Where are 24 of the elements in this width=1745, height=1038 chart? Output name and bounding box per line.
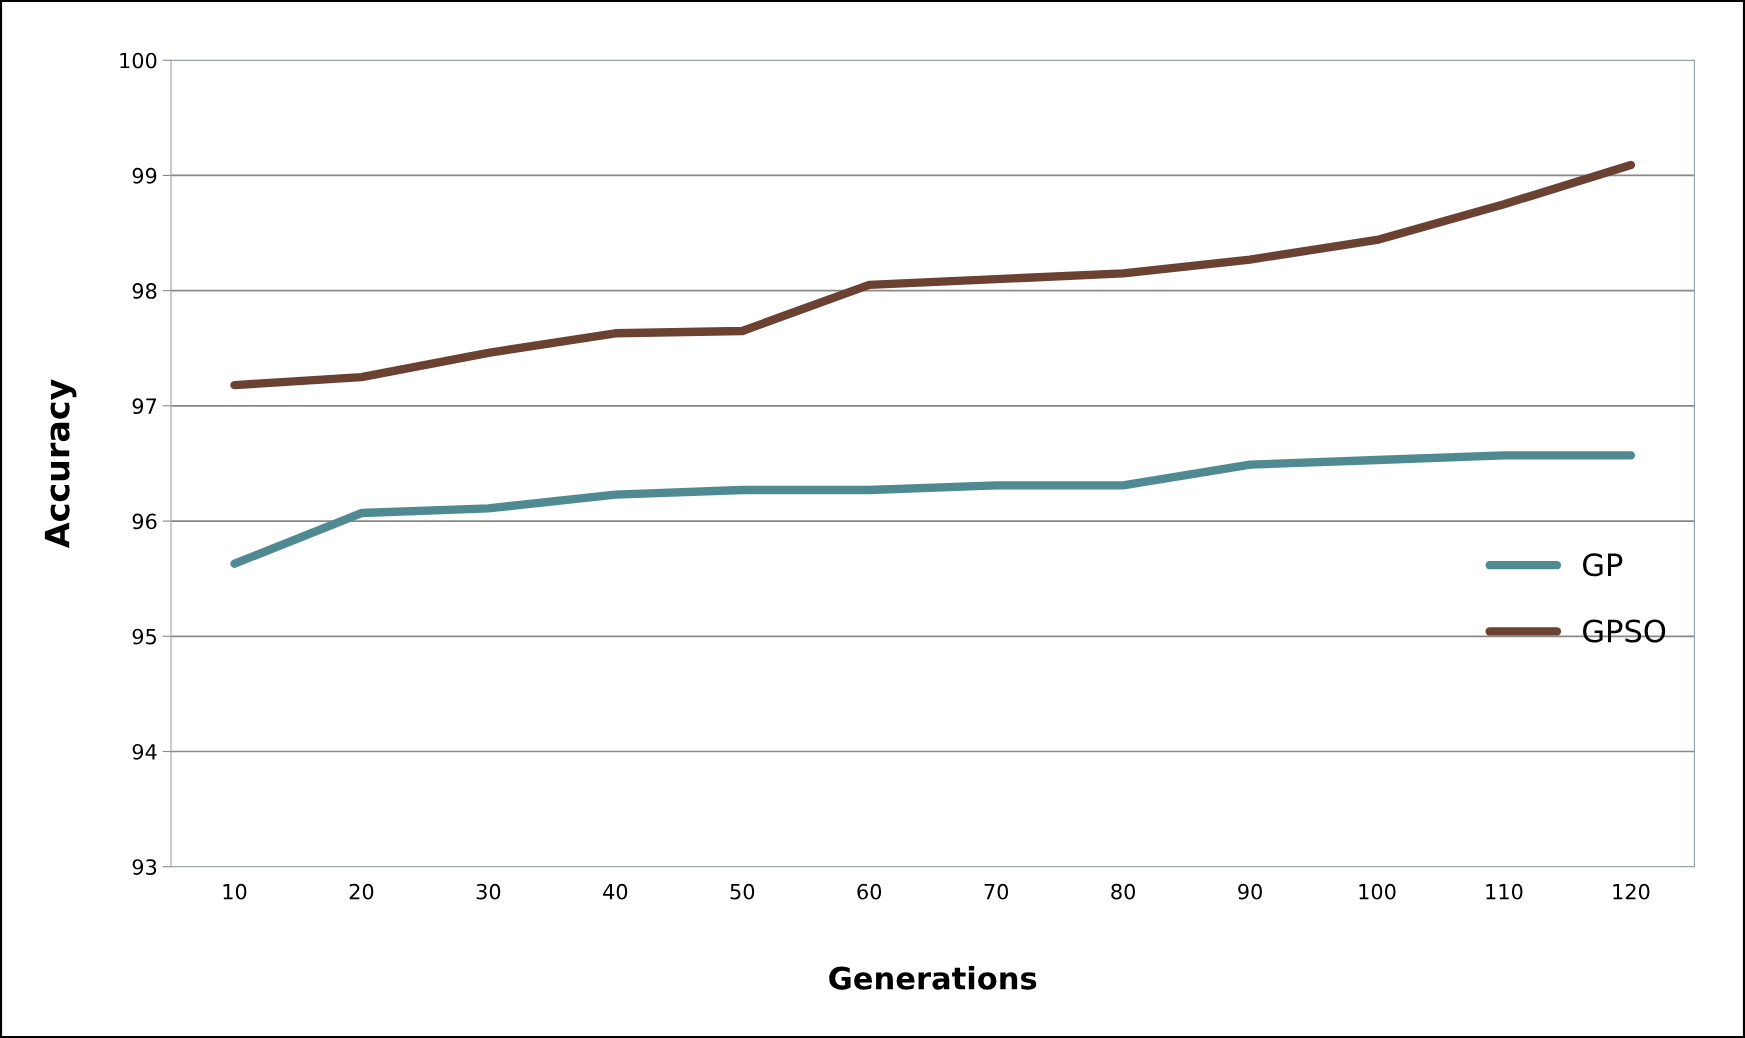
x-tick-label: 90 xyxy=(1238,883,1262,900)
x-tick-label: 100 xyxy=(1359,883,1396,900)
x-tick-label: 10 xyxy=(223,883,247,900)
x-axis-title: Generations xyxy=(829,966,1037,990)
y-tick-label: 99 xyxy=(132,167,157,184)
x-tick-label: 50 xyxy=(730,883,755,900)
x-tick-label: 40 xyxy=(603,883,628,900)
y-tick-label: 93 xyxy=(132,859,157,875)
y-tick-label: 98 xyxy=(132,283,157,299)
y-tick-label: 94 xyxy=(132,743,157,760)
legend-label: GPSO xyxy=(1583,619,1666,643)
x-tick-label: 20 xyxy=(349,883,374,900)
x-tick-label: 60 xyxy=(857,883,882,900)
legend-label: GP xyxy=(1583,553,1623,577)
y-tick-label: 100 xyxy=(120,52,157,69)
y-axis-title: Accuracy xyxy=(44,379,77,549)
y-tick-label: 95 xyxy=(132,628,156,645)
y-tick-label: 97 xyxy=(132,398,157,415)
x-tick-label: 80 xyxy=(1111,883,1135,900)
x-tick-label: 70 xyxy=(984,883,1009,900)
x-tick-label: 120 xyxy=(1613,883,1650,900)
x-tick-label: 110 xyxy=(1486,883,1523,900)
x-tick-label: 30 xyxy=(476,883,501,900)
y-tick-label: 96 xyxy=(132,513,157,530)
